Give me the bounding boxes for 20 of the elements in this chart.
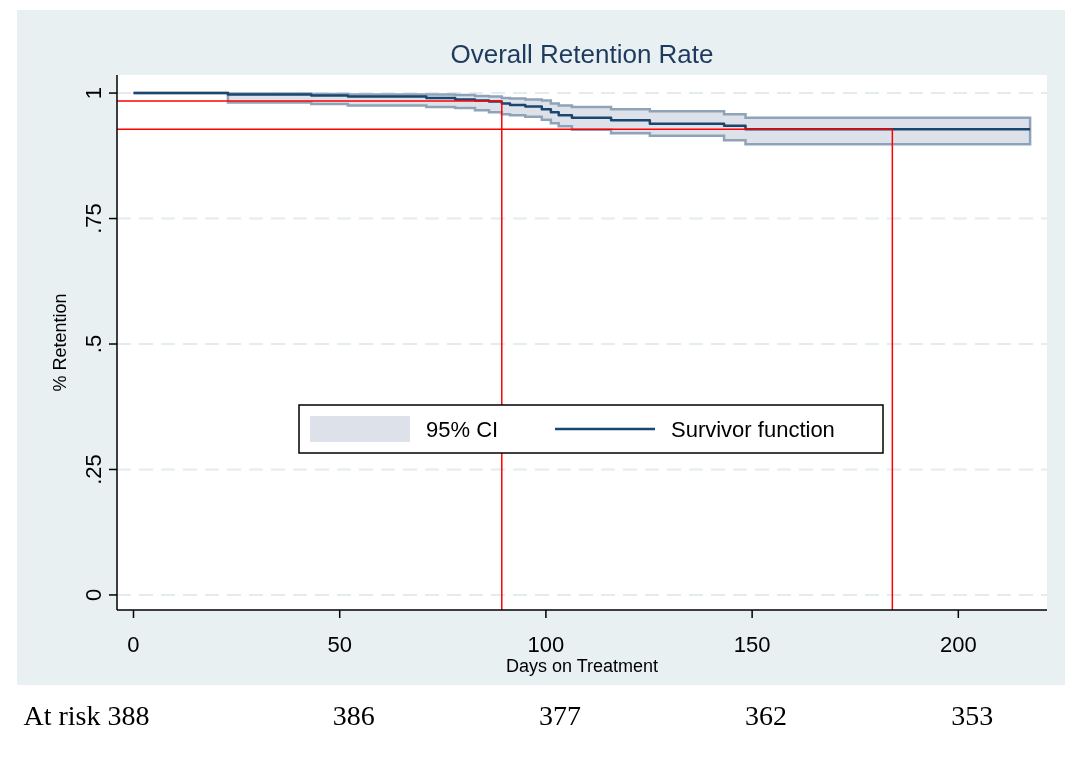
x-tick-label: 50 bbox=[327, 632, 352, 657]
y-tick-label: 0 bbox=[81, 588, 106, 602]
text: 377 bbox=[538, 700, 581, 731]
annotation: 95% CI bbox=[426, 417, 499, 442]
legend-label: Survivor function bbox=[671, 417, 835, 442]
x-tick-label: 200 bbox=[939, 632, 977, 657]
x-axis-title: Days on Treatment bbox=[505, 656, 659, 676]
y-tick-label: .5 bbox=[81, 334, 106, 354]
y-tick-label: 1 bbox=[81, 86, 106, 100]
y-tick-label: .25 bbox=[81, 454, 106, 485]
text: 353 bbox=[951, 700, 994, 731]
text: 386 bbox=[332, 700, 375, 731]
chart-title: Overall Retention Rate bbox=[450, 39, 714, 69]
text: At risk 388 bbox=[23, 700, 150, 731]
x-tick-label: 0 bbox=[127, 632, 140, 657]
x-tick-label: 150 bbox=[733, 632, 771, 657]
text: 362 bbox=[745, 700, 788, 731]
y-axis-title: % Retention bbox=[50, 293, 70, 392]
x-tick-label: 100 bbox=[527, 632, 565, 657]
y-tick-label: .75 bbox=[81, 203, 106, 234]
